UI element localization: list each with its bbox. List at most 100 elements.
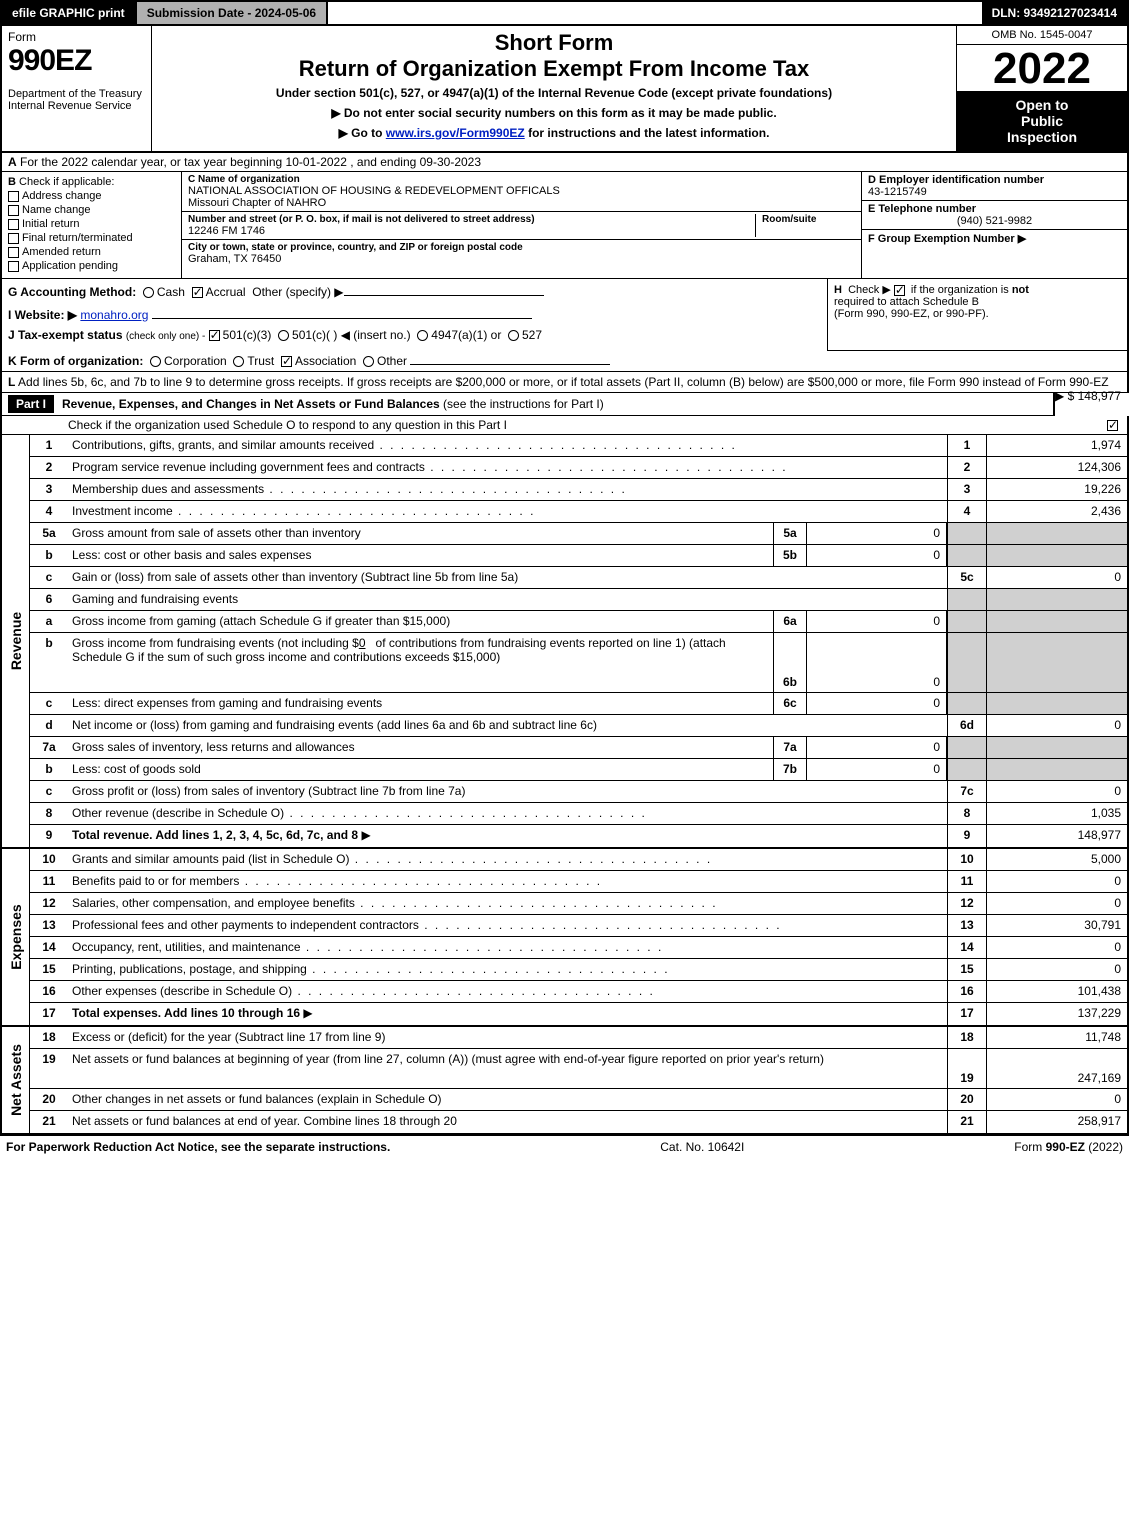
chk-name-change[interactable] xyxy=(8,205,19,216)
efile-print-button[interactable]: efile GRAPHIC print xyxy=(2,2,137,24)
opt-address-change: Address change xyxy=(22,190,102,202)
netassets-side-label: Net Assets xyxy=(2,1027,30,1133)
part1-check-icon xyxy=(1107,418,1121,432)
irs-link[interactable]: www.irs.gov/Form990EZ xyxy=(386,126,525,140)
ln14-desc: Occupancy, rent, utilities, and maintena… xyxy=(68,937,947,958)
phone-value: (940) 521-9982 xyxy=(868,215,1121,227)
ln6d-num: d xyxy=(30,715,68,736)
street-label: Number and street (or P. O. box, if mail… xyxy=(188,214,755,225)
col-b-heading: Check if applicable: xyxy=(19,176,114,188)
line-6b: b Gross income from fundraising events (… xyxy=(30,633,1127,693)
cell-city: City or town, state or province, country… xyxy=(182,240,861,267)
radio-other-org[interactable] xyxy=(363,356,374,367)
ln2-ref: 2 xyxy=(947,457,987,478)
ln1-desc: Contributions, gifts, grants, and simila… xyxy=(68,435,947,456)
ln18-num: 18 xyxy=(30,1027,68,1048)
ln9-num: 9 xyxy=(30,825,68,847)
ln13-ref: 13 xyxy=(947,915,987,936)
footer-right-pre: Form xyxy=(1014,1140,1045,1154)
expenses-table: 10 Grants and similar amounts paid (list… xyxy=(30,849,1127,1025)
chk-accrual[interactable] xyxy=(192,287,203,298)
ln6b-desc: Gross income from fundraising events (no… xyxy=(68,633,773,692)
h-text1: Check ▶ xyxy=(848,284,891,296)
opt-application-pending: Application pending xyxy=(22,260,118,272)
opt-trust: Trust xyxy=(247,354,274,368)
chk-schedule-b[interactable] xyxy=(894,285,905,296)
cell-street: Number and street (or P. O. box, if mail… xyxy=(182,212,861,240)
ln8-desc: Other revenue (describe in Schedule O) xyxy=(68,803,947,824)
website-link[interactable]: monahro.org xyxy=(80,308,148,322)
chk-final-return[interactable] xyxy=(8,233,19,244)
row-a-label: A xyxy=(8,155,17,169)
ln21-ref: 21 xyxy=(947,1111,987,1133)
radio-4947[interactable] xyxy=(417,330,428,341)
opt-corporation: Corporation xyxy=(164,354,227,368)
top-bar: efile GRAPHIC print Submission Date - 20… xyxy=(0,0,1129,26)
chk-address-change[interactable] xyxy=(8,191,19,202)
ln6a-desc: Gross income from gaming (attach Schedul… xyxy=(68,611,773,632)
ln19-amt: 247,169 xyxy=(987,1049,1127,1088)
line-18: 18 Excess or (deficit) for the year (Sub… xyxy=(30,1027,1127,1049)
radio-527[interactable] xyxy=(508,330,519,341)
other-org-field[interactable] xyxy=(410,364,610,365)
col-b: B Check if applicable: Address change Na… xyxy=(2,172,182,278)
submission-date-badge: Submission Date - 2024-05-06 xyxy=(137,2,328,24)
chk-initial-return[interactable] xyxy=(8,219,19,230)
part1-title-sub: (see the instructions for Part I) xyxy=(443,397,604,411)
ln6d-desc: Net income or (loss) from gaming and fun… xyxy=(68,715,947,736)
website-underline xyxy=(152,318,532,319)
line-12: 12 Salaries, other compensation, and emp… xyxy=(30,893,1127,915)
other-specify-field[interactable] xyxy=(344,295,544,296)
chk-application-pending[interactable] xyxy=(8,261,19,272)
radio-corporation[interactable] xyxy=(150,356,161,367)
col-h: H Check ▶ if the organization is not req… xyxy=(827,279,1127,351)
opt-final-return: Final return/terminated xyxy=(22,232,133,244)
ein-label: D Employer identification number xyxy=(868,174,1121,186)
l-amount: ▶ $ 148,977 xyxy=(1055,389,1121,403)
ln6b-subv: 0 xyxy=(807,633,947,692)
ln15-num: 15 xyxy=(30,959,68,980)
line-14: 14 Occupancy, rent, utilities, and maint… xyxy=(30,937,1127,959)
ln2-num: 2 xyxy=(30,457,68,478)
ln9-amt: 148,977 xyxy=(987,825,1127,847)
dln-badge: DLN: 93492127023414 xyxy=(982,2,1127,24)
ln6-desc: Gaming and fundraising events xyxy=(68,589,947,610)
ln5b-desc: Less: cost or other basis and sales expe… xyxy=(68,545,773,566)
ln15-amt: 0 xyxy=(987,959,1127,980)
ln16-desc: Other expenses (describe in Schedule O) xyxy=(68,981,947,1002)
footer-right: Form 990-EZ (2022) xyxy=(1014,1140,1123,1154)
ln12-num: 12 xyxy=(30,893,68,914)
row-a: A For the 2022 calendar year, or tax yea… xyxy=(0,153,1129,172)
line-7b: b Less: cost of goods sold 7b 0 xyxy=(30,759,1127,781)
ln18-ref: 18 xyxy=(947,1027,987,1048)
footer-mid: Cat. No. 10642I xyxy=(390,1140,1014,1154)
street-value: 12246 FM 1746 xyxy=(188,225,755,237)
ln6a-num: a xyxy=(30,611,68,632)
line-13: 13 Professional fees and other payments … xyxy=(30,915,1127,937)
chk-amended-return[interactable] xyxy=(8,247,19,258)
opt-other: Other (specify) ▶ xyxy=(252,285,343,299)
row-g-h: G Accounting Method: Cash Accrual Other … xyxy=(0,279,1129,351)
ln7a-subv: 0 xyxy=(807,737,947,758)
radio-trust[interactable] xyxy=(233,356,244,367)
group-exemption-label: F Group Exemption Number ▶ xyxy=(868,232,1121,245)
radio-cash[interactable] xyxy=(143,287,154,298)
ln1-ref: 1 xyxy=(947,435,987,456)
line-5c: c Gain or (loss) from sale of assets oth… xyxy=(30,567,1127,589)
ln19-desc: Net assets or fund balances at beginning… xyxy=(68,1049,947,1088)
ln15-desc: Printing, publications, postage, and shi… xyxy=(68,959,947,980)
ln3-desc: Membership dues and assessments xyxy=(68,479,947,500)
ln1-num: 1 xyxy=(30,435,68,456)
ln6b-amt xyxy=(987,633,1127,692)
ln6a-ref xyxy=(947,611,987,632)
line-5b: b Less: cost or other basis and sales ex… xyxy=(30,545,1127,567)
radio-501c[interactable] xyxy=(278,330,289,341)
chk-501c3[interactable] xyxy=(209,330,220,341)
chk-association[interactable] xyxy=(281,356,292,367)
ln7b-sub: 7b xyxy=(773,759,807,780)
ln7c-desc: Gross profit or (loss) from sales of inv… xyxy=(68,781,947,802)
chk-schedule-o[interactable] xyxy=(1107,420,1118,431)
ln8-amt: 1,035 xyxy=(987,803,1127,824)
ln7a-amt xyxy=(987,737,1127,758)
l-label: L xyxy=(8,375,15,389)
